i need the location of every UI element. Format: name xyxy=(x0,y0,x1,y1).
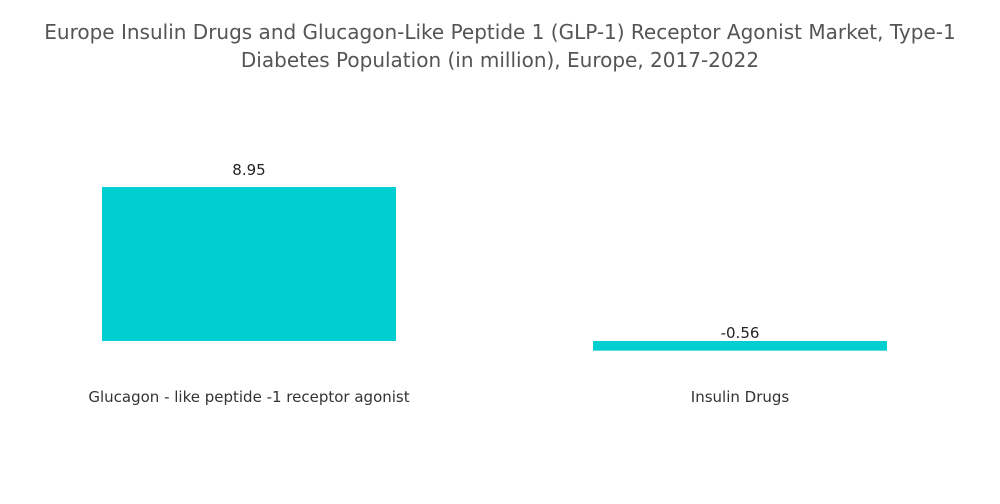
value-label-0: 8.95 xyxy=(232,161,265,179)
chart-title: Europe Insulin Drugs and Glucagon-Like P… xyxy=(44,20,956,72)
category-label-0: Glucagon - like peptide -1 receptor agon… xyxy=(88,388,409,406)
category-label-1: Insulin Drugs xyxy=(691,388,790,406)
bar-1 xyxy=(593,341,887,351)
value-label-1: -0.56 xyxy=(721,324,760,342)
bar-0 xyxy=(102,187,396,341)
